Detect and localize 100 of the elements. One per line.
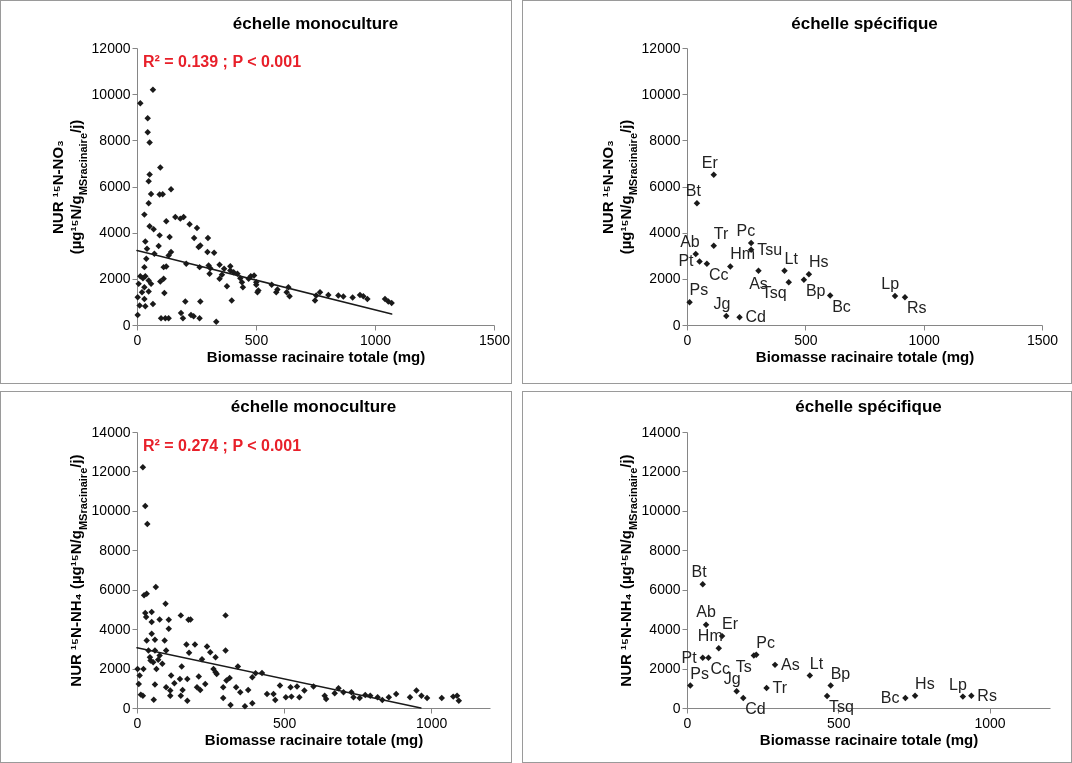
point xyxy=(723,312,730,320)
y-tick-label: 4000 xyxy=(99,620,131,637)
y-tick-label: 4000 xyxy=(649,620,681,637)
point xyxy=(710,242,717,249)
annotation: Bp xyxy=(805,281,826,299)
point xyxy=(703,260,711,268)
annotation: Hs xyxy=(915,674,935,692)
annotation: Bc xyxy=(832,297,851,315)
point xyxy=(968,692,975,699)
y-tick-label: 2000 xyxy=(649,660,681,677)
x-tick-label: 1000 xyxy=(974,714,1006,731)
annotation: Lp xyxy=(881,274,900,292)
point xyxy=(693,200,701,207)
x-tick-label: 1500 xyxy=(478,331,511,348)
y-tick-label: 0 xyxy=(672,699,681,716)
x-axis-title: Biomasse racinaire totale (mg) xyxy=(759,730,979,748)
point xyxy=(805,270,813,278)
x-axis-title: Biomasse racinaire totale (mg) xyxy=(206,347,426,365)
y-tick-label: 6000 xyxy=(99,178,131,194)
x-axis-title: Biomasse racinaire totale (mg) xyxy=(755,347,975,365)
annotation: Bt xyxy=(685,182,702,200)
annotation: Er xyxy=(701,153,719,171)
annotation: Hm xyxy=(697,627,723,645)
annotation: Pt xyxy=(678,252,695,270)
y-tick-label: 8000 xyxy=(649,131,681,148)
point xyxy=(771,661,779,669)
x-tick-label: 0 xyxy=(683,331,692,348)
point xyxy=(699,654,706,662)
x-tick-label: 1000 xyxy=(416,714,448,731)
chart-title: échelle spécifique xyxy=(791,14,938,33)
annotation: Hs xyxy=(808,253,829,271)
annotation: R² = 0.274 ; P < 0.001 xyxy=(143,437,302,454)
x-tick-label: 0 xyxy=(133,714,142,731)
annotation: Tr xyxy=(772,678,788,696)
point xyxy=(800,276,808,284)
x-tick-label: 1500 xyxy=(1026,331,1059,348)
chart-title: échelle spécifique xyxy=(795,397,942,417)
y-tick-label: 10000 xyxy=(91,85,131,102)
annotation: Hm xyxy=(730,245,756,263)
point xyxy=(827,682,834,689)
y-tick-label: 10000 xyxy=(641,502,681,519)
annotation: Pt xyxy=(681,648,698,666)
annotation: Tsq xyxy=(829,697,854,715)
annotation: Bc xyxy=(880,688,900,706)
annotation: Pc xyxy=(736,222,756,240)
point xyxy=(901,293,909,301)
y-tick-label: 0 xyxy=(672,316,681,333)
y-tick-label: 4000 xyxy=(99,224,131,241)
y-tick-label: 2000 xyxy=(99,270,131,287)
annotation: Bp xyxy=(830,664,851,682)
annotation: Ps xyxy=(689,281,709,299)
annotation: Cc xyxy=(708,265,729,283)
x-tick-label: 500 xyxy=(827,714,851,731)
y-tick-label: 8000 xyxy=(649,541,681,558)
x-tick-label: 0 xyxy=(133,331,142,348)
x-tick-label: 0 xyxy=(683,714,692,731)
y-tick-label: 6000 xyxy=(649,178,681,194)
point xyxy=(891,292,899,300)
point xyxy=(747,239,755,247)
annotation: Tsu xyxy=(757,240,783,258)
x-tick-label: 1000 xyxy=(359,331,392,348)
annotation: Pc xyxy=(756,633,775,651)
y-tick-label: 14000 xyxy=(91,423,131,440)
x-tick-label: 500 xyxy=(794,331,818,348)
y-tick-label: 2000 xyxy=(99,660,131,677)
point xyxy=(727,263,734,270)
y-tick-label: 0 xyxy=(122,699,131,716)
annotation: Tr xyxy=(713,224,729,242)
point xyxy=(696,258,703,265)
y-tick-label: 14000 xyxy=(641,423,681,440)
y-tick-label: 12000 xyxy=(641,39,681,56)
annotation: Cd xyxy=(745,308,766,326)
point xyxy=(785,278,793,286)
point xyxy=(715,644,722,652)
y-tick-label: 6000 xyxy=(649,581,681,598)
annotation: Rs xyxy=(906,299,927,317)
chart-title: échelle monoculture xyxy=(230,397,397,417)
point xyxy=(740,694,747,702)
y-tick-label: 12000 xyxy=(91,462,131,479)
point xyxy=(699,581,706,588)
y-tick-label: 2000 xyxy=(649,270,681,287)
annotation: Lt xyxy=(809,654,824,672)
y-tick-label: 0 xyxy=(122,316,131,333)
annotation: As xyxy=(781,655,800,673)
annotation: Ab xyxy=(696,602,716,620)
y-tick-label: 12000 xyxy=(641,462,681,479)
annotation: Lt xyxy=(784,249,799,267)
point xyxy=(710,171,717,179)
x-axis-title: Biomasse racinaire totale (mg) xyxy=(204,730,424,748)
y-tick-label: 12000 xyxy=(91,39,131,56)
annotation: Cd xyxy=(745,699,766,717)
y-tick-label: 4000 xyxy=(649,224,681,241)
annotation: R² = 0.139 ; P < 0.001 xyxy=(143,53,302,70)
chart-title: échelle monoculture xyxy=(232,14,399,33)
x-tick-label: 500 xyxy=(272,714,297,731)
annotation: Bt xyxy=(691,563,708,581)
annotation: Jg xyxy=(713,294,731,312)
y-tick-label: 10000 xyxy=(91,502,131,519)
y-tick-label: 6000 xyxy=(99,581,131,598)
y-tick-label: 8000 xyxy=(99,131,131,148)
